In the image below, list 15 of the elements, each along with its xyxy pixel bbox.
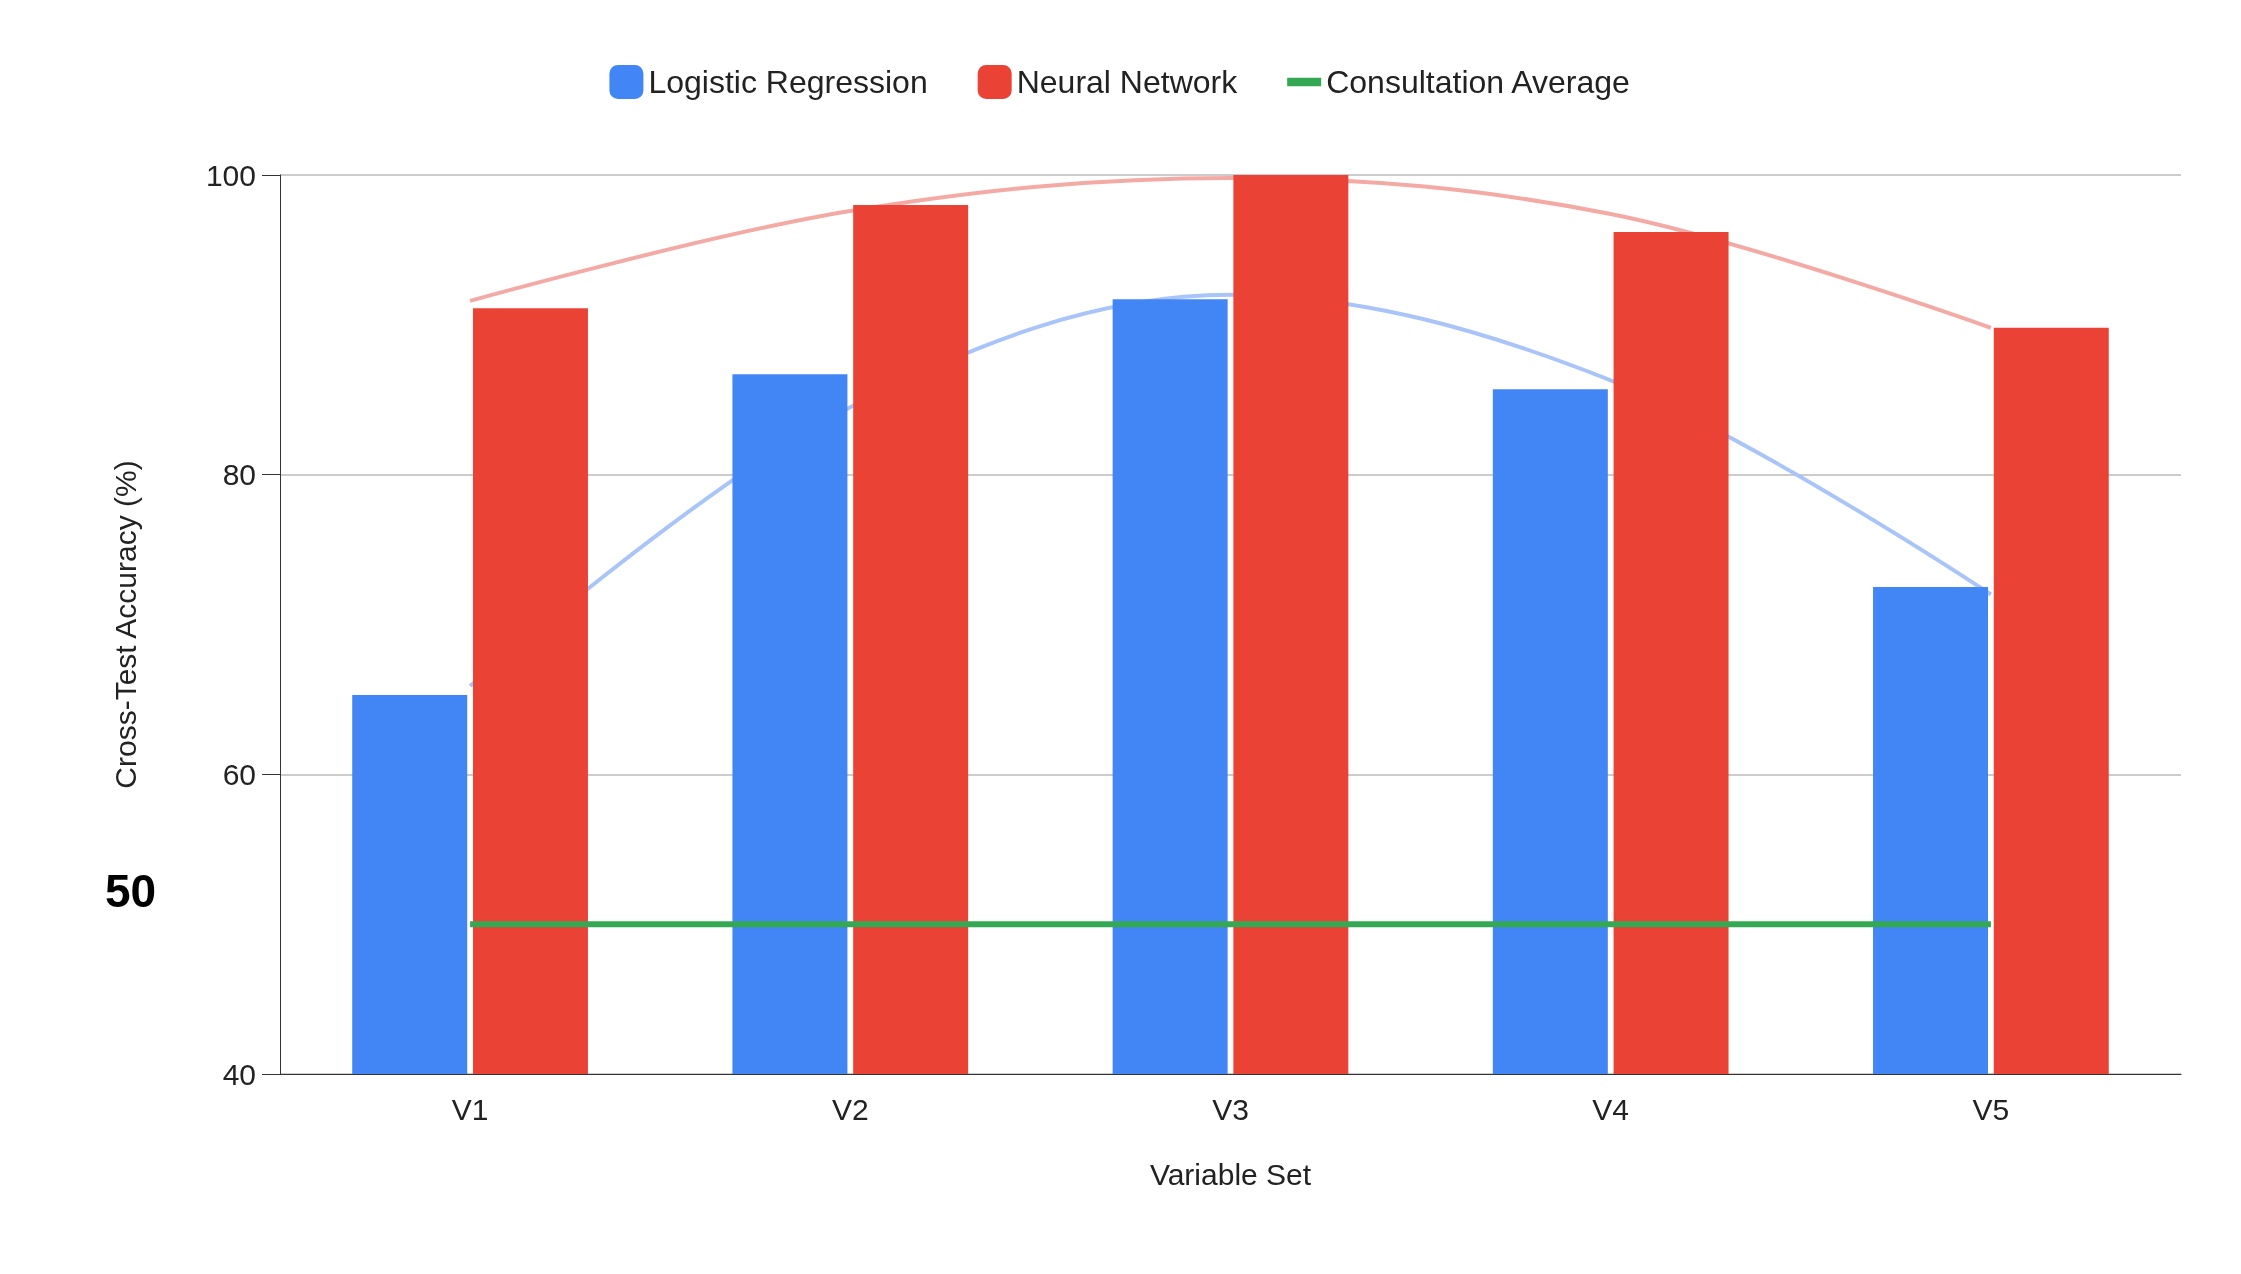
- x-tick-label: V5: [1972, 1092, 2010, 1126]
- legend-label: Neural Network: [1016, 64, 1239, 100]
- legend-label: Consultation Average: [1326, 64, 1630, 100]
- y-tick-label: 100: [205, 158, 256, 192]
- x-axis-title: Variable Set: [1149, 1157, 1312, 1191]
- legend-label: Logistic Regression: [648, 64, 928, 100]
- x-tick-label: V1: [451, 1092, 489, 1126]
- y-tick-label: 80: [222, 458, 256, 492]
- text: 50: [105, 865, 157, 917]
- y-tick-label: 60: [222, 757, 256, 791]
- y-axis-title: Cross-Test Accuracy (%): [108, 460, 142, 789]
- x-tick-label: V4: [1592, 1092, 1630, 1126]
- x-tick-label: V3: [1212, 1092, 1249, 1126]
- x-tick-label: V2: [831, 1092, 869, 1126]
- y-tick-label: 40: [222, 1057, 256, 1091]
